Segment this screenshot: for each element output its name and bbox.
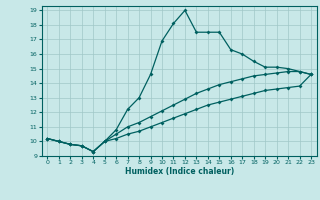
X-axis label: Humidex (Indice chaleur): Humidex (Indice chaleur): [124, 167, 234, 176]
